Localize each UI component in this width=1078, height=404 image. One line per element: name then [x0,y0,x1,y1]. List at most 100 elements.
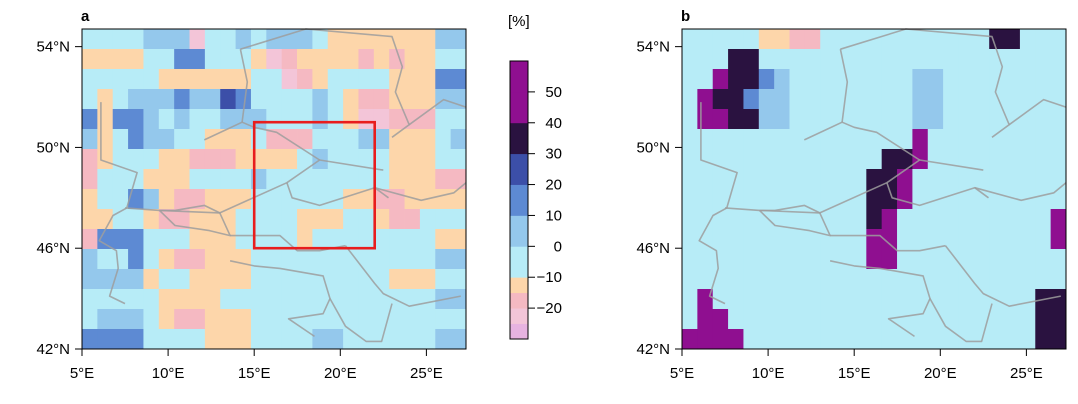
heatmap-cell [958,209,975,230]
heatmap-cell [881,169,898,190]
heatmap-cell [281,209,298,230]
heatmap-cell [250,89,267,110]
heatmap-cell [1019,29,1036,50]
heatmap-cell [943,169,959,190]
heatmap-cell [943,189,959,210]
heatmap-cell [112,329,129,350]
heatmap-cell [220,249,236,270]
y-tick-label: 54°N [636,39,670,56]
heatmap-cell [743,169,760,190]
heatmap-cell [897,149,913,170]
heatmap-cell [927,69,944,90]
heatmap-cell [174,109,190,130]
heatmap-cell [174,209,190,230]
heatmap-cell [128,309,144,330]
colorbar-class [510,184,528,216]
heatmap-cell [912,69,929,90]
heatmap-cell [404,169,421,190]
heatmap-cell [1035,329,1052,350]
heatmap-cell [697,189,714,210]
heatmap-cell [404,69,421,90]
heatmap-cell [943,229,959,250]
heatmap-cell [712,329,729,350]
heatmap-cell [389,329,405,350]
heatmap-cell [989,129,1005,150]
heatmap-cell [250,249,267,270]
heatmap-cell [112,129,129,150]
heatmap-cell [266,89,283,110]
heatmap-cell [189,329,206,350]
heatmap-cell [743,189,760,210]
heatmap-cell [327,109,344,130]
heatmap-cell [358,189,375,210]
heatmap-cell [1004,269,1021,290]
heatmap-cell [897,329,913,350]
heatmap-cell [927,149,944,170]
heatmap-cell [112,229,129,250]
heatmap-cell [989,329,1005,350]
panel-b-frame [681,28,1067,350]
heatmap-cell [835,209,852,230]
heatmap-cell [881,89,898,110]
heatmap-cell [697,309,714,330]
heatmap-cell [973,69,990,90]
heatmap-cell [97,209,114,230]
heatmap-cell [973,209,990,230]
heatmap-cell [973,129,990,150]
heatmap-cell [927,129,944,150]
heatmap-cell [897,89,913,110]
heatmap-cell [850,109,867,130]
heatmap-cell [789,189,806,210]
heatmap-cell [235,309,252,330]
heatmap-cell [758,29,775,50]
heatmap-cell [912,109,929,130]
heatmap-cell [758,69,775,90]
heatmap-cell [419,169,436,190]
heatmap-cell [158,49,175,70]
heatmap-cell [174,29,190,50]
heatmap-cell [881,49,898,70]
heatmap-cell [235,269,252,290]
heatmap-cell [250,49,267,70]
heatmap-cell [973,169,990,190]
heatmap-cell [235,89,252,110]
panel-a-highlight-box [252,120,376,250]
heatmap-cell [820,329,836,350]
heatmap-cell [112,109,129,130]
heatmap-cell [1019,329,1036,350]
panel-b-label: b [681,8,690,25]
colorbar-class [510,292,528,309]
heatmap-cell [973,189,990,210]
heatmap-cell [897,289,913,310]
heatmap-cell [250,289,267,310]
country-border-line [758,204,831,237]
heatmap-cell [250,29,267,50]
heatmap-cell [297,289,313,310]
heatmap-cell [82,169,98,190]
heatmap-cell [281,169,298,190]
heatmap-cell [97,329,114,350]
heatmap-cell [327,189,344,210]
heatmap-cell [358,269,375,290]
heatmap-cell [774,29,790,50]
heatmap-cell [1019,249,1036,270]
heatmap-cell [327,49,344,70]
colorbar-frame [509,60,529,340]
heatmap-cell [143,309,160,330]
heatmap-cell [697,209,714,230]
heatmap-cell [327,129,344,150]
heatmap-cell [281,329,298,350]
heatmap-cell [743,129,760,150]
heatmap-cell [881,209,898,230]
heatmap-cell [697,289,714,310]
heatmap-cell [758,269,775,290]
heatmap-cell [189,29,206,50]
heatmap-cell [143,49,160,70]
heatmap-cell [758,109,775,130]
heatmap-cell [312,309,329,330]
heatmap-cell [450,29,467,50]
heatmap-cell [789,229,806,250]
heatmap-cell [312,89,329,110]
heatmap-cell [297,209,313,230]
heatmap-cell [297,309,313,330]
